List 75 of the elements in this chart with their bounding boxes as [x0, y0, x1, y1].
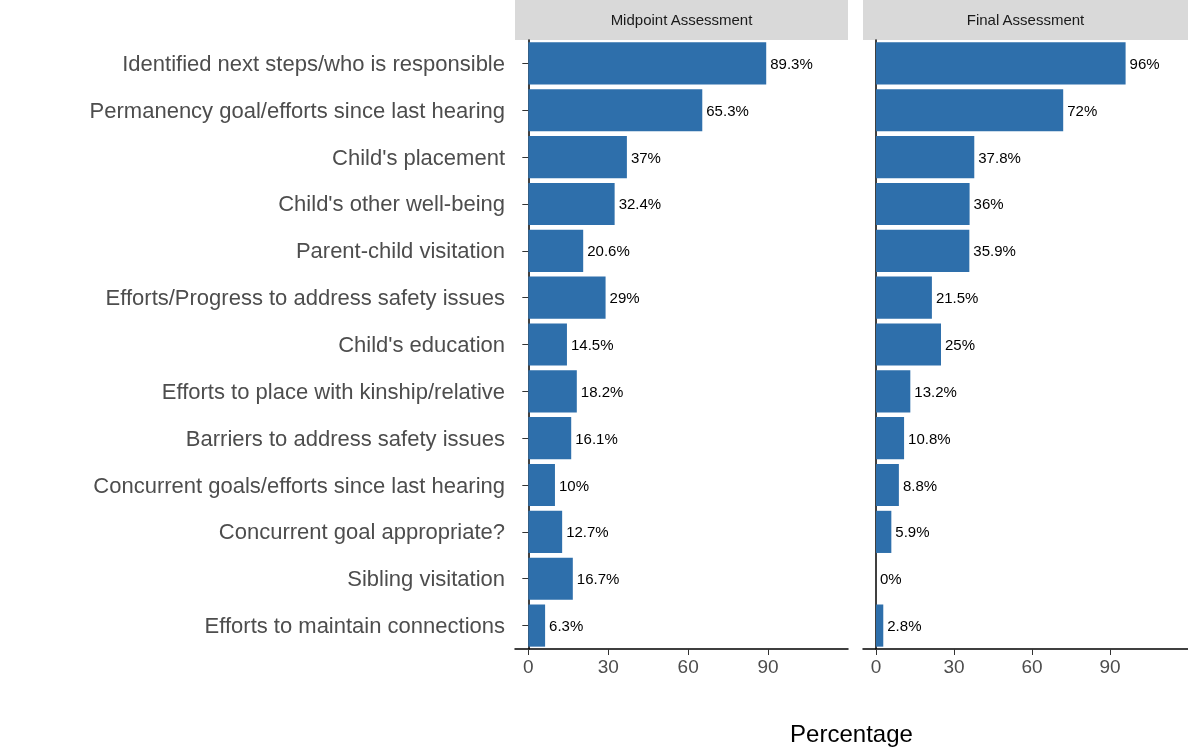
- y-tick-label: Efforts to maintain connections: [204, 613, 505, 639]
- data-label: 18.2%: [580, 382, 624, 400]
- bar: [528, 463, 555, 507]
- bar: [528, 229, 584, 272]
- data-label: 32.4%: [618, 195, 662, 213]
- bar: [528, 136, 627, 179]
- bar: [876, 463, 899, 507]
- data-label: 35.9%: [973, 242, 1016, 260]
- data-label: 37%: [630, 148, 661, 166]
- bar: [528, 89, 703, 132]
- y-tick-label: Efforts to place with kinship/relative: [161, 378, 505, 404]
- bar: [528, 323, 567, 366]
- data-label: 89.3%: [770, 54, 813, 72]
- x-tick-label: 30: [597, 656, 619, 677]
- x-tick-label: 0: [870, 656, 882, 677]
- y-tick-label: Permanency goal/efforts since last hearing: [89, 97, 505, 123]
- bar: [528, 557, 573, 600]
- y-tick-label: Parent-child visitation: [295, 238, 505, 264]
- data-label: 0%: [880, 570, 902, 588]
- data-label: 96%: [1129, 54, 1160, 72]
- bar: [528, 42, 767, 85]
- x-tick-label: 60: [677, 656, 699, 677]
- x-tick-label: 60: [1021, 656, 1043, 677]
- data-label: 20.6%: [587, 242, 630, 260]
- bar: [876, 42, 1126, 85]
- y-tick-label: Concurrent goals/efforts since last hearing: [93, 472, 505, 498]
- data-label: 72%: [1067, 101, 1098, 119]
- x-axis-title: Percentage: [789, 720, 914, 748]
- data-label: 13.2%: [914, 382, 957, 400]
- bar: [528, 510, 563, 553]
- bar: [528, 182, 615, 226]
- data-label: 14.5%: [570, 336, 614, 353]
- data-label: 21.5%: [935, 289, 979, 307]
- y-tick-label: Child's other well-being: [278, 191, 505, 217]
- bar: [876, 510, 892, 553]
- y-tick-label: Barriers to address safety issues: [185, 425, 505, 451]
- data-label: 2.8%: [887, 617, 922, 635]
- bar: [876, 276, 932, 319]
- data-label: 29%: [609, 289, 640, 307]
- x-tick-label: 0: [523, 656, 534, 677]
- bar: [528, 370, 577, 413]
- data-label: 25%: [945, 336, 976, 353]
- y-tick-label: Child's education: [338, 332, 505, 357]
- data-label: 16.7%: [576, 570, 620, 588]
- bar: [528, 417, 572, 460]
- y-tick-label: Efforts/Progress to address safety issues: [105, 285, 505, 311]
- y-tick-label: Concurrent goal appropriate?: [218, 519, 505, 545]
- bar: [876, 136, 975, 179]
- x-tick-label: 90: [757, 656, 779, 677]
- data-label: 10.8%: [908, 429, 951, 447]
- bar: [528, 276, 606, 319]
- data-label: 37.8%: [978, 148, 1021, 166]
- bar: [528, 604, 546, 647]
- y-tick-label: Identified next steps/who is responsible: [122, 50, 505, 76]
- bar: [876, 182, 970, 226]
- chart-title: Final Assessment: [863, 0, 1188, 40]
- data-label: 16.1%: [575, 429, 618, 447]
- chart-title: Midpoint Assessment: [515, 0, 848, 40]
- data-label: 12.7%: [566, 523, 609, 541]
- data-label: 10%: [558, 476, 589, 494]
- bar: [876, 417, 905, 460]
- data-label: 36%: [973, 195, 1004, 213]
- data-label: 8.8%: [902, 476, 938, 494]
- bar: [876, 229, 970, 272]
- y-tick-label: Child's placement: [332, 144, 505, 170]
- data-label: 65.3%: [706, 101, 749, 119]
- y-tick-label: Sibling visitation: [347, 566, 505, 592]
- bar: [876, 370, 911, 413]
- data-label: 6.3%: [549, 617, 584, 635]
- bar: [876, 323, 941, 366]
- x-tick-label: 90: [1099, 656, 1121, 677]
- bar: [876, 89, 1064, 132]
- x-tick-label: 30: [943, 656, 965, 677]
- bar: [876, 604, 884, 647]
- data-label: 5.9%: [895, 523, 930, 541]
